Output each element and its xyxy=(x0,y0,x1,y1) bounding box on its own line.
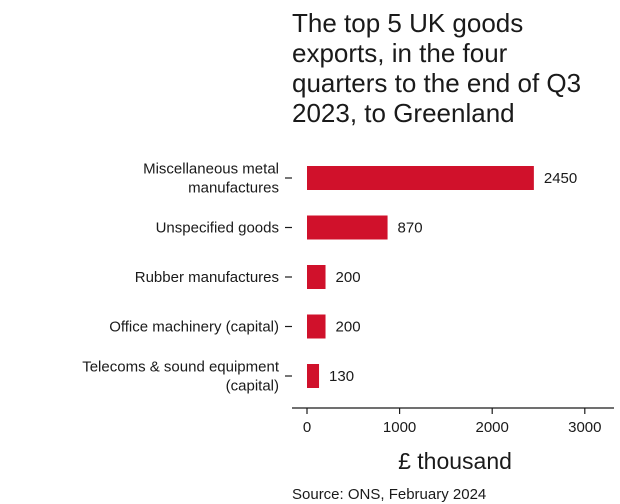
x-axis: 0 1000 2000 3000 xyxy=(292,407,614,436)
category-label: (capital) xyxy=(226,378,279,395)
x-tick-label: 0 xyxy=(303,419,311,436)
source-note: Source: ONS, February 2024 xyxy=(292,486,486,503)
data-label: 130 xyxy=(329,368,354,385)
chart-title-line: quarters to the end of Q3 xyxy=(292,68,581,98)
x-tick-label: 2000 xyxy=(476,419,509,436)
x-axis-title: £ thousand xyxy=(398,448,512,474)
chart-title-line: 2023, to Greenland xyxy=(292,98,515,128)
bar xyxy=(307,364,320,388)
category-label: Telecoms & sound equipment xyxy=(82,359,280,376)
bars xyxy=(307,166,534,388)
category-label: manufactures xyxy=(188,180,279,197)
x-tick-label: 1000 xyxy=(383,419,416,436)
value-labels: 2450 870 200 200 130 xyxy=(329,170,577,385)
category-label: Rubber manufactures xyxy=(135,269,279,286)
category-label: Miscellaneous metal xyxy=(143,161,279,178)
bar xyxy=(307,265,326,289)
chart-title-line: exports, in the four xyxy=(292,38,508,68)
category-label: Unspecified goods xyxy=(156,220,279,237)
data-label: 870 xyxy=(398,220,423,237)
data-label: 2450 xyxy=(544,170,577,187)
x-tick-label: 3000 xyxy=(568,419,601,436)
bar xyxy=(307,314,326,339)
category-label: Office machinery (capital) xyxy=(109,319,279,336)
category-labels: Miscellaneous metal manufactures Unspecifi… xyxy=(82,161,292,395)
bar xyxy=(307,166,534,190)
data-label: 200 xyxy=(336,269,361,286)
data-label: 200 xyxy=(336,319,361,336)
chart-title-line: The top 5 UK goods xyxy=(292,8,523,38)
bar xyxy=(307,215,388,240)
